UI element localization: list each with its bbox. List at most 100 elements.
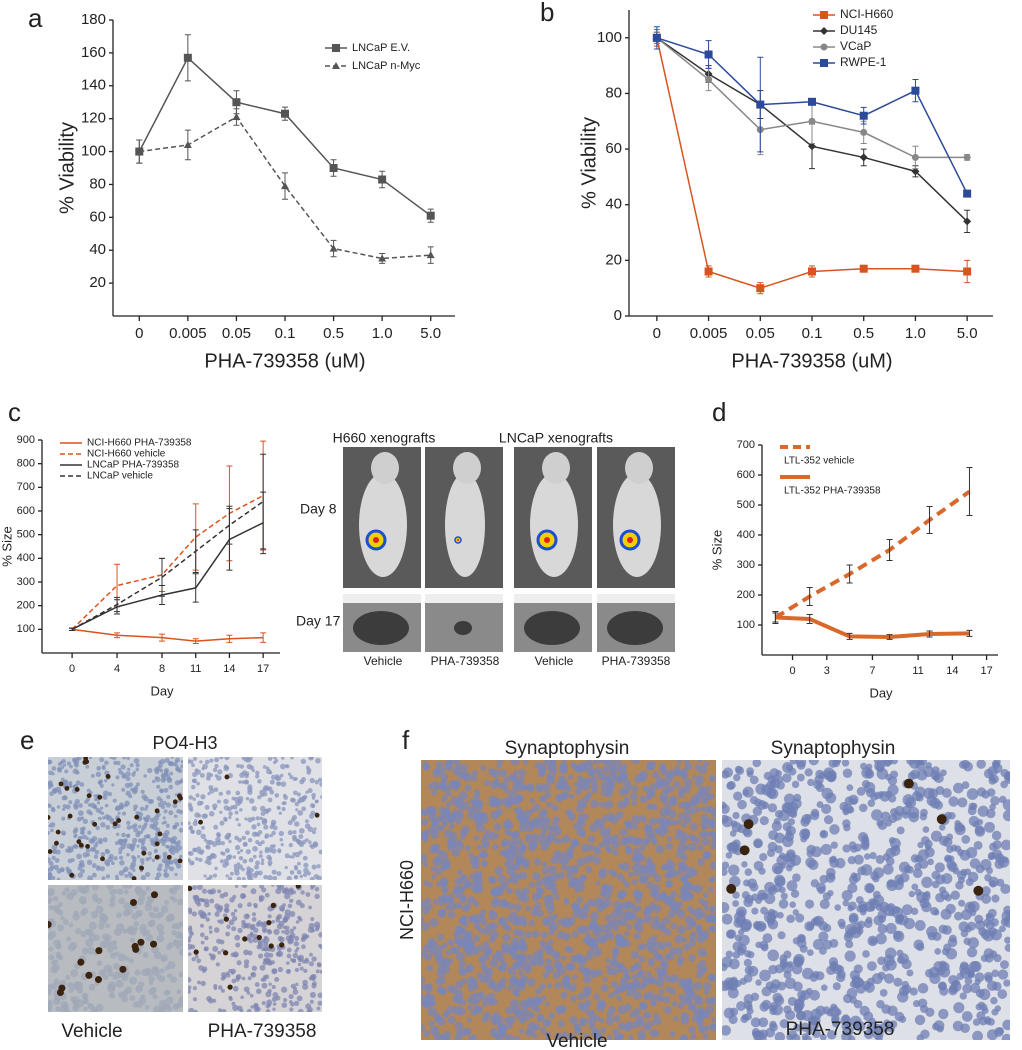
cell [303,856,308,861]
cell [974,841,983,850]
cell [791,798,801,808]
cell [169,866,174,871]
cell [551,883,556,888]
cell [219,792,223,796]
cell [240,849,243,852]
cell [703,935,708,940]
cell [219,811,222,814]
cell [458,967,465,974]
cell [213,768,217,772]
stained-cell [266,920,271,925]
cell [617,996,622,1001]
cell [272,997,277,1002]
legend-marker [820,27,828,35]
cell [489,796,495,802]
cell [214,912,219,917]
cell [202,889,207,894]
cell [231,926,236,931]
cell [870,871,879,880]
cell [499,917,505,923]
cell [172,836,177,841]
cell [785,978,796,989]
cell [1004,937,1011,944]
cell [766,781,775,790]
cell [271,968,277,974]
cell [538,771,544,777]
stained-cell [68,814,73,819]
cell [264,952,270,958]
cell [596,897,603,904]
cell [502,934,510,942]
cell [938,1009,948,1019]
cell [956,973,963,980]
cell [457,870,463,876]
stained-cell [132,946,139,953]
cell [237,851,240,854]
cell [263,945,269,951]
cell [843,824,850,831]
cell [315,780,320,785]
cell [599,936,607,944]
cell [507,1021,512,1026]
cell [200,911,206,917]
cell [545,792,551,798]
cell [542,823,550,831]
cell [512,785,520,793]
cell [80,899,86,905]
cell [169,771,173,775]
cell [448,911,455,918]
cell [237,960,242,965]
cell [143,774,146,777]
cell [758,1017,768,1027]
cell [542,760,548,766]
cell [126,926,134,934]
cell [571,865,579,873]
cell [436,945,443,952]
cell [127,768,130,771]
cell [474,878,483,887]
cell [231,971,235,975]
cell [485,968,493,976]
cell [80,931,86,937]
cell [738,929,744,935]
panel-label: f [402,725,410,755]
cell [543,919,550,926]
cell [61,891,66,896]
cell [133,1001,139,1007]
cell [830,1004,837,1011]
cell [663,996,670,1003]
stained-cell [740,845,750,855]
cell [111,783,114,786]
cell [546,958,551,963]
cell [948,796,958,806]
cell [797,774,805,782]
cell [152,859,155,862]
cell [902,811,909,818]
cell [271,920,275,924]
cell [467,1017,472,1022]
cell [130,763,134,767]
y-axis-label: % Viability [56,122,78,214]
image-caption: PHA-739358 [431,654,500,668]
cell [682,768,688,774]
cell [148,856,151,859]
cell [958,877,965,884]
cell [682,896,687,901]
cell [473,935,480,942]
cell [532,930,539,937]
cell [625,982,634,991]
cell [986,809,995,818]
cell [915,920,926,931]
panel-label: d [712,397,726,427]
cell [619,902,627,910]
cell [636,837,643,844]
cell [303,863,308,868]
cell [873,891,881,899]
stained-cell [77,959,84,966]
marker [705,267,713,275]
stained-cell [45,921,52,928]
cell [472,861,480,869]
cell [141,845,146,850]
cell [93,794,96,797]
cell [552,805,558,811]
